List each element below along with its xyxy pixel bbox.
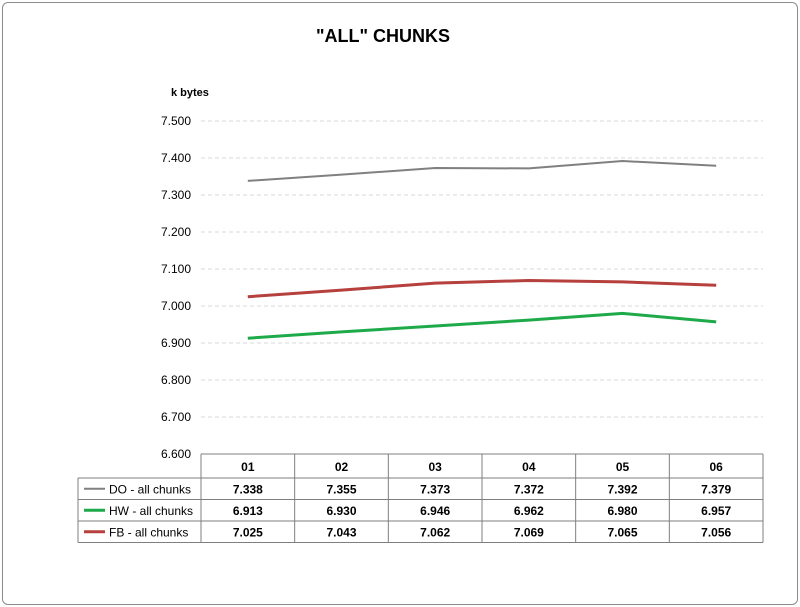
y-tick-label: 6.900 (161, 336, 191, 350)
series-line (247, 279, 717, 299)
data-label: 6.957 (701, 504, 731, 518)
line-chart: "ALL" CHUNKS k bytes 6.600 6.700 6.800 6.90… (77, 26, 764, 543)
data-label: 7.338 (233, 482, 263, 496)
data-label: 6.913 (233, 504, 263, 518)
y-tick-label: 7.100 (161, 262, 191, 276)
y-tick-label: 7.500 (161, 114, 191, 128)
legend-label: DO - all chunks (109, 482, 191, 496)
y-axis-unit-label: k bytes (171, 87, 209, 99)
data-label: 7.372 (514, 482, 544, 496)
data-label: 6.962 (514, 504, 544, 518)
y-tick-label: 7.000 (161, 299, 191, 313)
data-label: 7.392 (607, 482, 637, 496)
chart-title: "ALL" CHUNKS (316, 26, 450, 46)
data-label: 7.025 (233, 525, 263, 539)
series-line (247, 160, 717, 182)
x-tick-label: 03 (428, 460, 442, 474)
data-label: 7.355 (326, 482, 356, 496)
data-label: 6.930 (326, 504, 356, 518)
data-label: 6.980 (607, 504, 637, 518)
y-tick-label: 6.800 (161, 373, 191, 387)
y-tick-label: 7.200 (161, 225, 191, 239)
data-label: 7.373 (420, 482, 450, 496)
legend-label: HW - all chunks (109, 504, 193, 518)
y-axis-ticks: 6.600 6.700 6.800 6.900 7.000 7.100 7.200 7.300… (161, 114, 191, 461)
y-tick-label: 7.300 (161, 188, 191, 202)
y-tick-label: 7.400 (161, 151, 191, 165)
data-label: 7.069 (514, 525, 544, 539)
data-label: 6.946 (420, 504, 450, 518)
y-tick-label: 6.600 (161, 447, 191, 461)
data-table: 01 02 03 04 05 06 DO - all chunks 7.338 7.355 7.3… (77, 453, 764, 543)
legend-label: FB - all chunks (109, 525, 188, 539)
data-label: 7.062 (420, 525, 450, 539)
x-tick-label: 01 (241, 460, 255, 474)
data-label: 7.056 (701, 525, 731, 539)
data-label: 7.043 (326, 525, 356, 539)
x-tick-label: 06 (709, 460, 723, 474)
grid-lines (201, 120, 763, 418)
data-label: 7.065 (607, 525, 637, 539)
y-tick-label: 6.700 (161, 410, 191, 424)
series-line (247, 311, 717, 340)
data-label: 7.379 (701, 482, 731, 496)
series-lines (247, 160, 717, 340)
x-tick-label: 04 (522, 460, 536, 474)
x-tick-label: 05 (616, 460, 630, 474)
x-tick-label: 02 (335, 460, 349, 474)
